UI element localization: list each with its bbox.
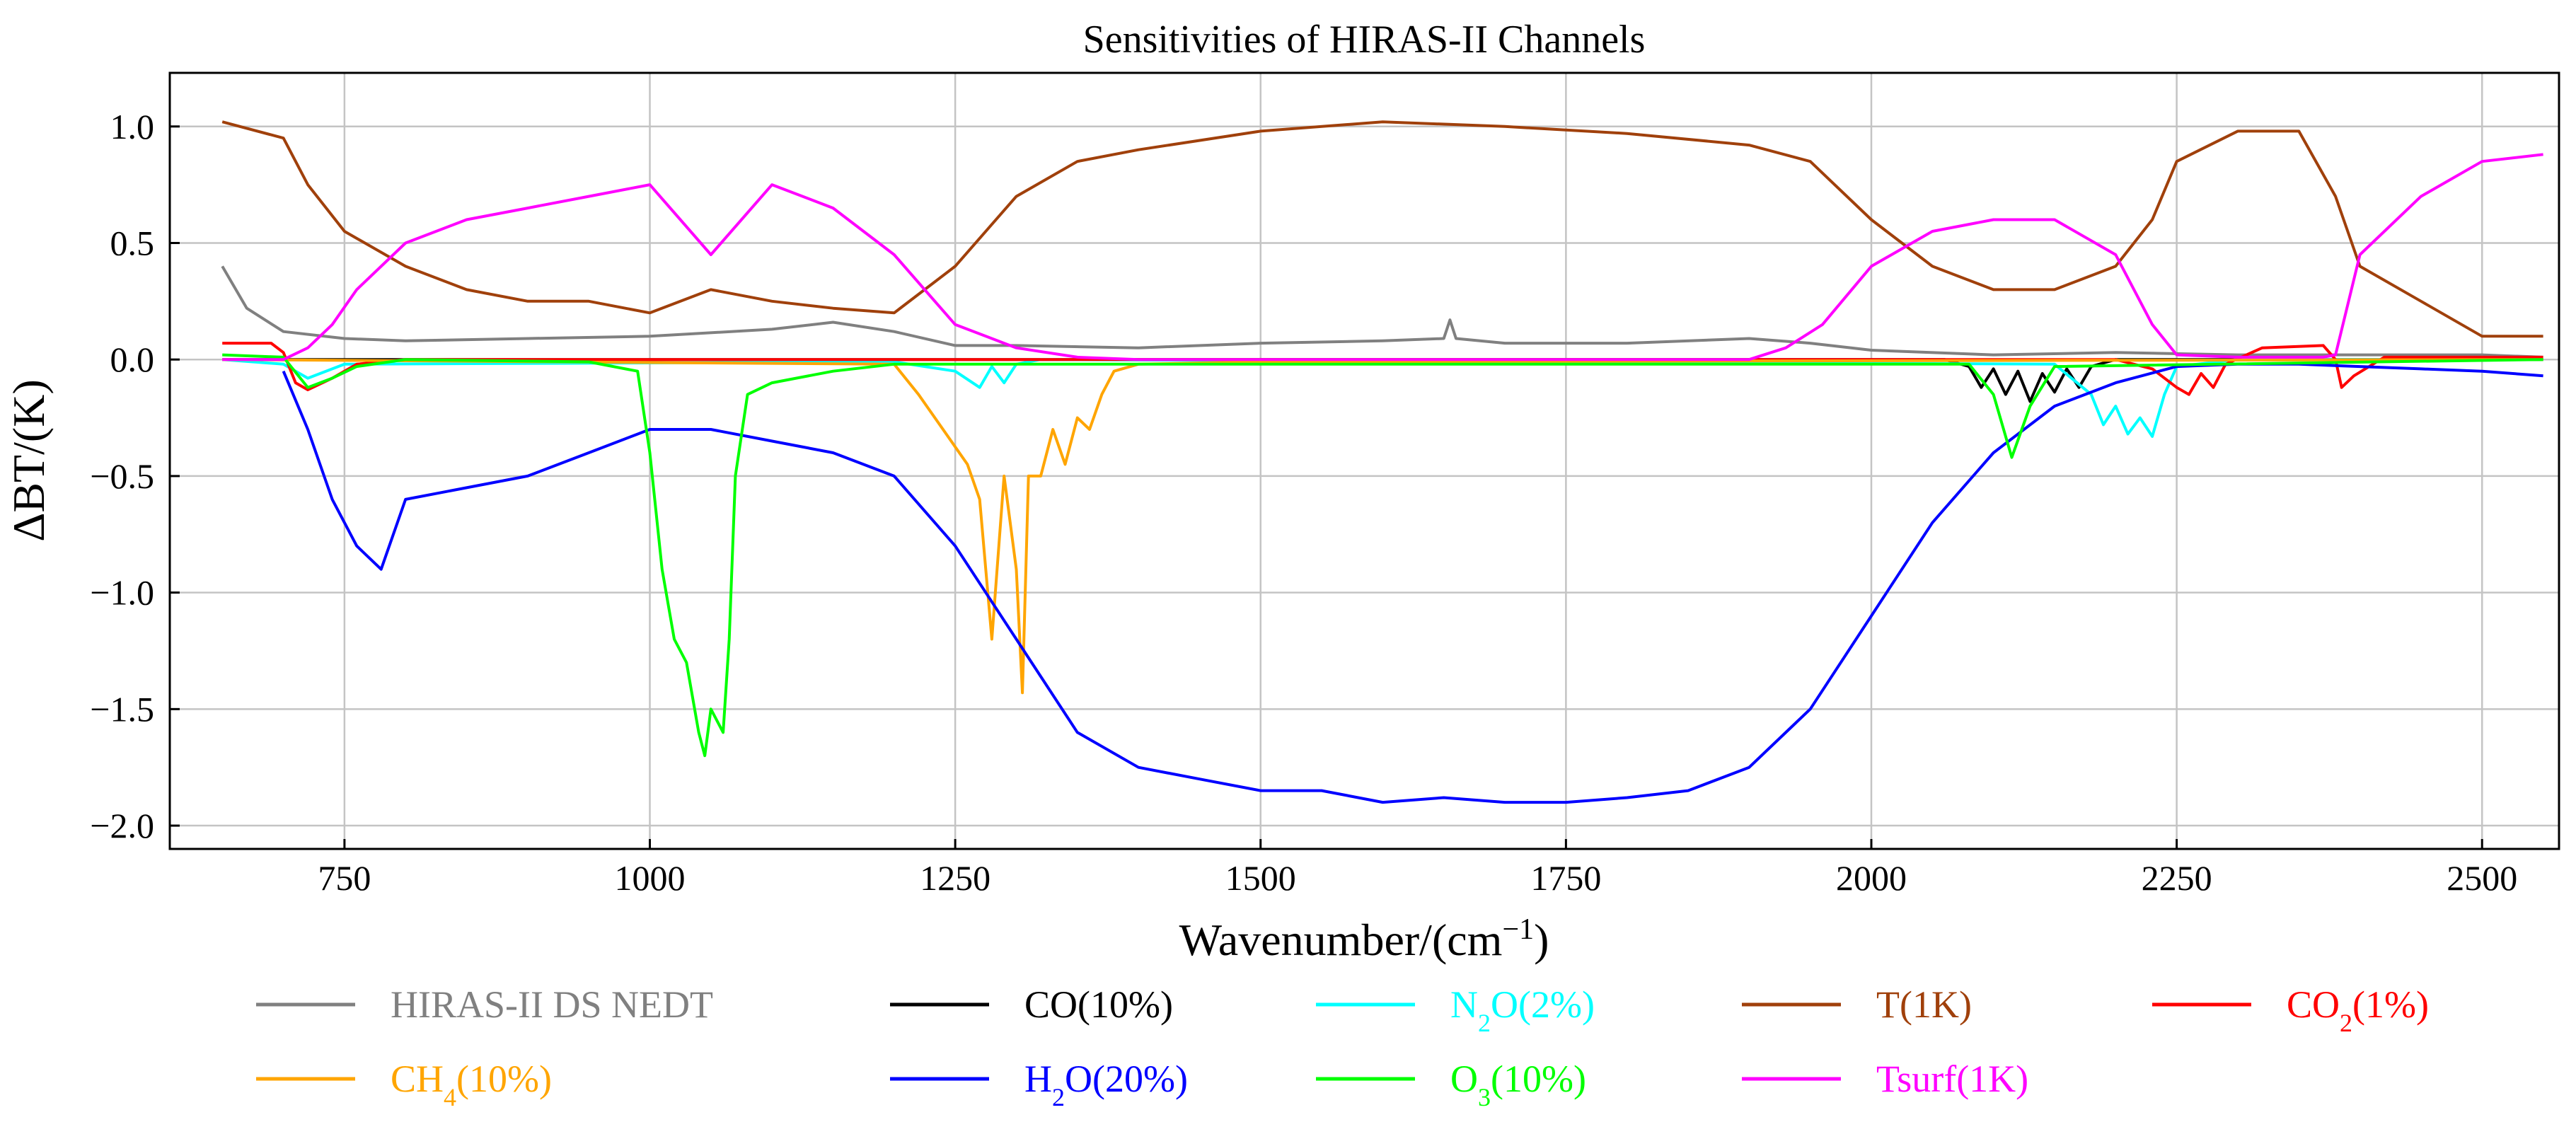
series-line-t (221, 120, 2543, 338)
x-tick-label: 1500 (1225, 858, 1296, 898)
legend-label-main: N (1450, 983, 1478, 1026)
y-tick-label: −1.0 (90, 573, 154, 613)
y-tick-label: −2.0 (90, 806, 154, 845)
legend-label-main: O (1450, 1058, 1478, 1100)
series-line-nedt (221, 265, 2543, 359)
legend-label-main: CH (391, 1058, 444, 1100)
legend-label-ch4: CH4(10%) (391, 1058, 552, 1111)
x-axis-label: Wavenumber/(cm−1) (1179, 913, 1549, 965)
x-tick-label: 1750 (1530, 858, 1601, 898)
y-axis-label: ΔBT/(K) (4, 379, 54, 542)
series-line-h2o (282, 362, 2543, 804)
legend-label-tail: (10%) (456, 1058, 552, 1100)
legend-label-main: CO (2287, 983, 2340, 1026)
legend-label-subscript: 2 (1478, 1009, 1491, 1037)
legend-item-h2o: H2O(20%) (890, 1058, 1188, 1111)
legend-label-subscript: 3 (1478, 1083, 1491, 1111)
legend-label-subscript: 4 (444, 1083, 456, 1111)
legend-label-tail: (1%) (2352, 983, 2429, 1026)
legend-label-t: T(1K) (1876, 983, 1972, 1026)
plot-frame (168, 71, 2560, 850)
series-line-o3 (222, 353, 2543, 758)
x-tick-label: 1000 (615, 858, 686, 898)
legend-label-main: HIRAS-II DS NEDT (391, 983, 713, 1026)
legend-item-ch4: CH4(10%) (256, 1058, 552, 1111)
legend-item-tsurf: Tsurf(1K) (1742, 1058, 2028, 1100)
legend-label-o3: O3(10%) (1450, 1058, 1586, 1111)
series-line-co2 (222, 342, 2543, 396)
legend-label-n2o: N2O(2%) (1450, 983, 1595, 1037)
x-tick-label: 2500 (2447, 858, 2517, 898)
legend-label-tail: O(20%) (1065, 1058, 1188, 1100)
x-axis-label-main: Wavenumber/(cm (1179, 915, 1503, 965)
legend-label-tail: O(2%) (1491, 983, 1595, 1026)
y-tick-label: −0.5 (90, 456, 154, 496)
legend-item-t: T(1K) (1742, 983, 1972, 1026)
legend-label-nedt: HIRAS-II DS NEDT (391, 983, 713, 1026)
legend: HIRAS-II DS NEDT CO(10%) N2O(2%) T(1K) CO2(1… (256, 983, 2429, 1111)
y-tick-label: −1.5 (90, 689, 154, 729)
y-tick-label: 0.5 (110, 223, 155, 262)
y-tick-label: 1.0 (110, 107, 155, 146)
x-tick-label: 2250 (2142, 858, 2212, 898)
x-tick-label: 2000 (1836, 858, 1907, 898)
legend-label-co: CO(10%) (1024, 983, 1173, 1026)
legend-label-main: Tsurf(1K) (1876, 1058, 2028, 1100)
chart-title: Sensitivities of HIRAS-II Channels (1083, 18, 1646, 62)
legend-label-subscript: 2 (1052, 1083, 1065, 1111)
legend-label-h2o: H2O(20%) (1024, 1058, 1188, 1111)
x-tick-label: 1250 (920, 858, 990, 898)
x-axis-label-exponent: −1 (1502, 913, 1534, 946)
legend-label-tsurf: Tsurf(1K) (1876, 1058, 2028, 1100)
y-tick-label: 0.0 (110, 340, 155, 379)
series-line-co (222, 358, 2543, 403)
legend-item-n2o: N2O(2%) (1316, 983, 1595, 1037)
legend-label-main: T(1K) (1876, 983, 1972, 1026)
series-line-tsurf (222, 153, 2543, 362)
legend-label-co2: CO2(1%) (2287, 983, 2429, 1037)
legend-item-nedt: HIRAS-II DS NEDT (256, 983, 713, 1026)
x-axis-label-close: ) (1534, 915, 1549, 965)
legend-item-co2: CO2(1%) (2152, 983, 2429, 1037)
legend-label-main: CO(10%) (1024, 983, 1173, 1026)
axis-ticks: 750 1000 1250 1500 1750 2000 2250 2500 1.0 0.5 0.0… (90, 107, 2517, 898)
legend-label-main: H (1024, 1058, 1052, 1100)
legend-item-o3: O3(10%) (1316, 1058, 1586, 1111)
legend-label-tail: (10%) (1491, 1058, 1586, 1100)
series-lines (221, 120, 2543, 804)
x-tick-label: 750 (318, 858, 371, 898)
legend-label-subscript: 2 (2340, 1009, 2352, 1037)
legend-item-co: CO(10%) (890, 983, 1173, 1026)
series-line-ch4 (222, 358, 2543, 695)
